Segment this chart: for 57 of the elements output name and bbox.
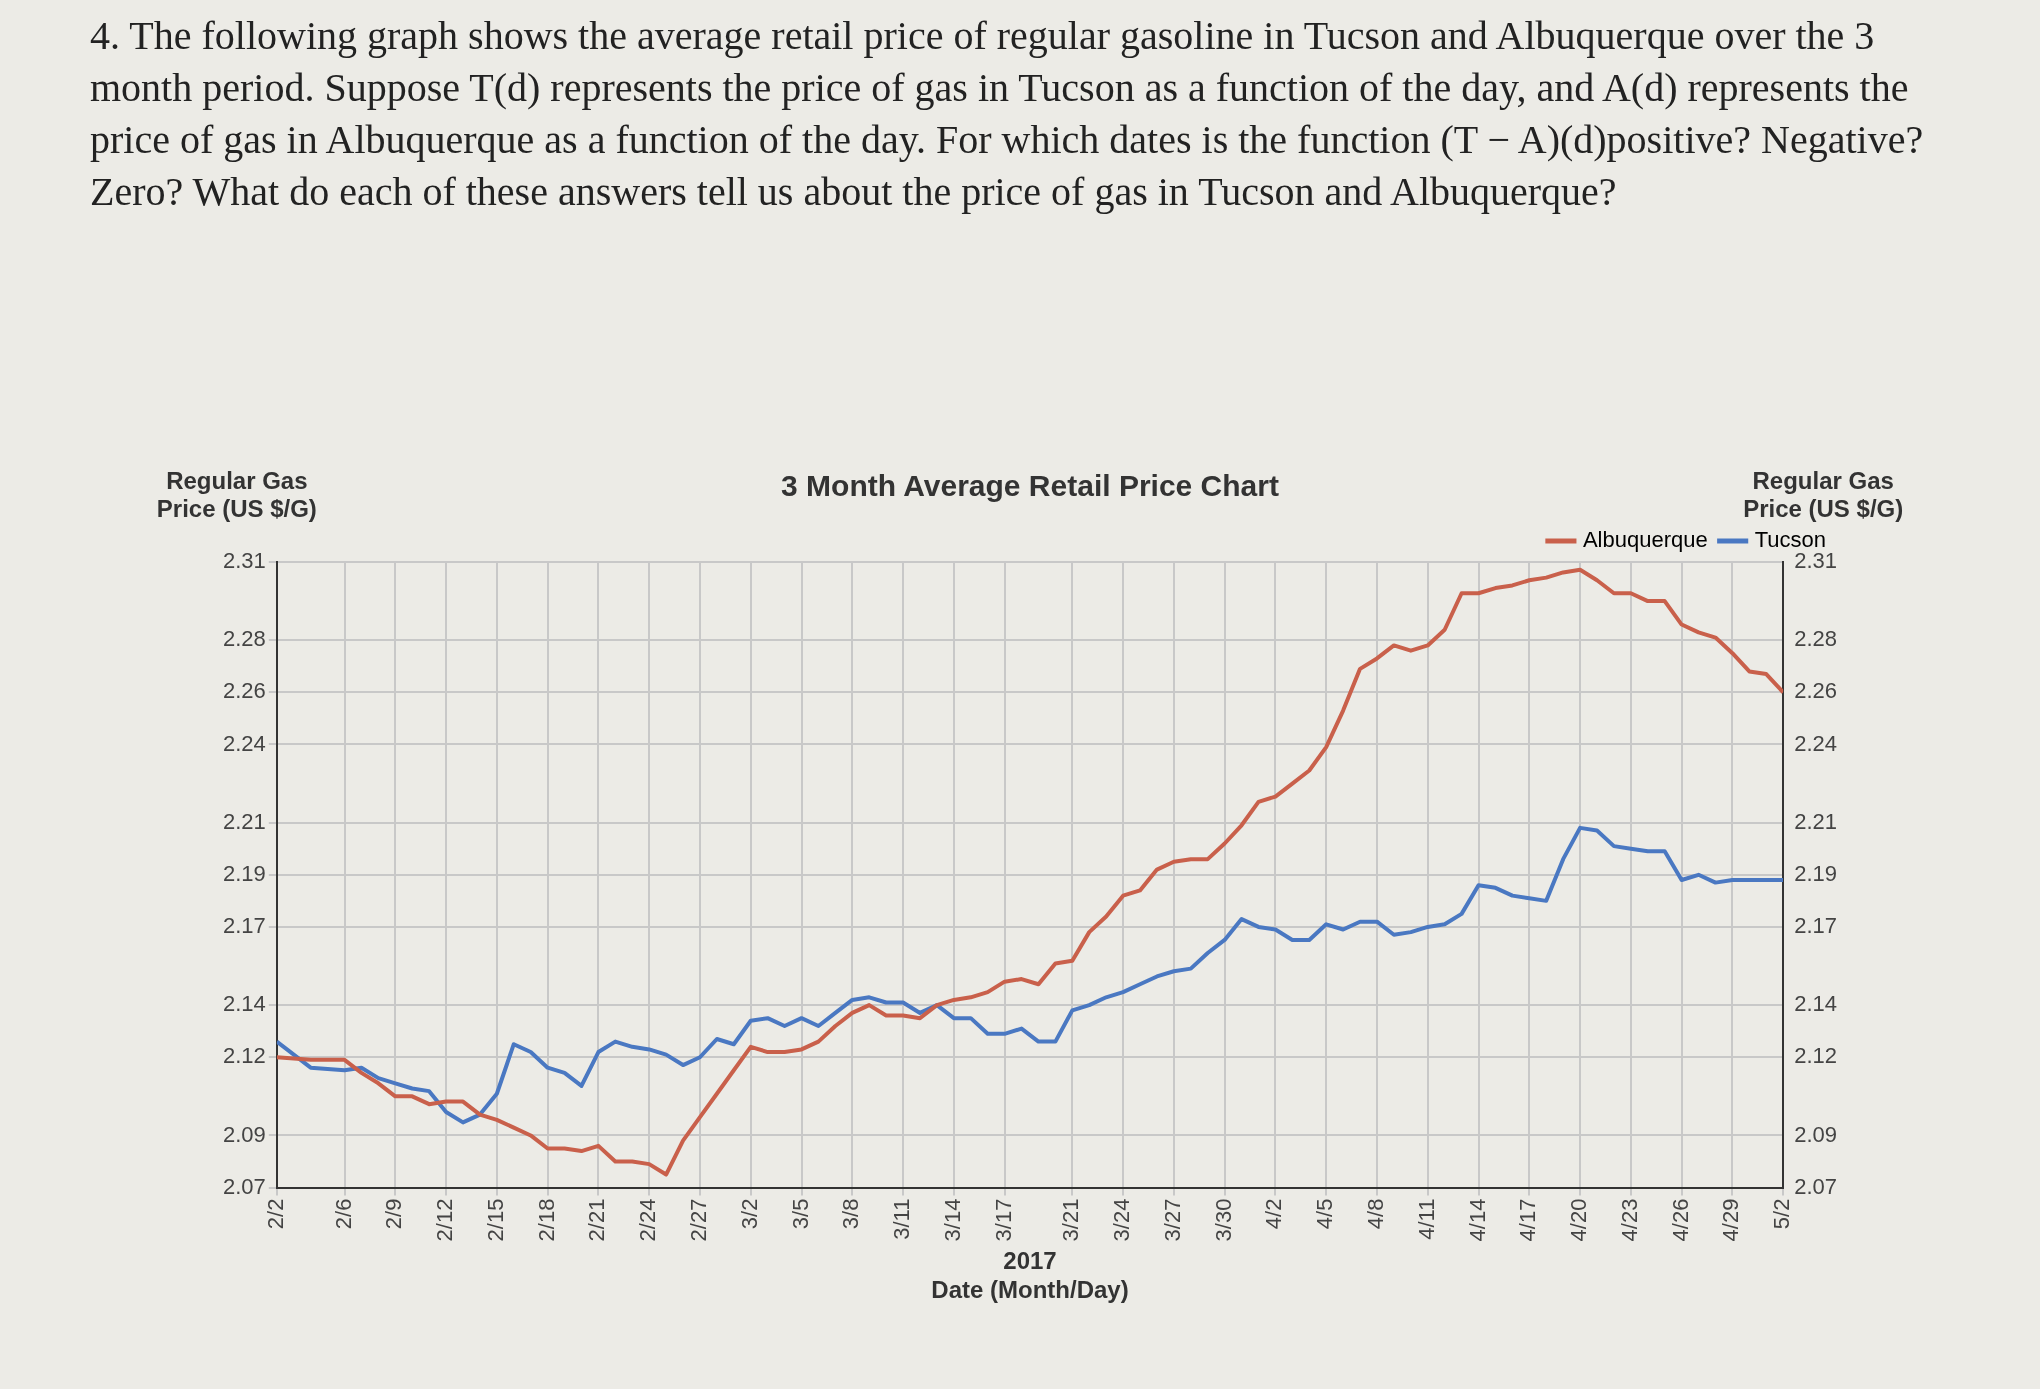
y-tick-label: 2.07 (222, 1173, 266, 1199)
y2-tick-label: 2.21 (1794, 808, 1838, 834)
x-tick-label: 3/21 (1058, 1198, 1084, 1242)
y2-tick-label: 2.09 (1794, 1121, 1838, 1147)
x-tick-label: 3/30 (1210, 1198, 1236, 1242)
y-tick-label: 2.26 (222, 678, 266, 704)
x-tick-label: 4/5 (1312, 1198, 1338, 1230)
y-tick-label: 2.09 (222, 1121, 266, 1147)
y2-tick-label: 2.24 (1794, 730, 1838, 756)
x-tick-label: 2/6 (330, 1198, 356, 1230)
x-tick-label: 4/20 (1566, 1198, 1592, 1242)
legend-label: Albuquerque (1582, 527, 1708, 553)
x-tick-label: 4/23 (1616, 1198, 1642, 1242)
x-tick-label: 4/29 (1718, 1198, 1744, 1242)
x-axis-title: 2017 Date (Month/Day) (931, 1247, 1129, 1304)
x-tick-label: 4/8 (1363, 1198, 1389, 1230)
y2-tick-label: 2.14 (1794, 991, 1838, 1017)
x-tick-label: 3/17 (990, 1198, 1016, 1242)
x-tick-label: 4/11 (1413, 1198, 1439, 1240)
y2-tick-label: 2.28 (1794, 626, 1838, 652)
x-tick-label: 5/2 (1769, 1198, 1795, 1230)
y-tick-label: 2.14 (222, 991, 266, 1017)
y-tick-label: 2.24 (222, 730, 266, 756)
x-tick-label: 3/24 (1109, 1198, 1135, 1242)
y-tick-label: 2.28 (222, 626, 266, 652)
x-tick-label: 2/2 (262, 1198, 288, 1230)
y2-tick-label: 2.12 (1794, 1043, 1838, 1069)
y-tick-label: 2.31 (222, 548, 266, 574)
x-tick-label: 2/12 (432, 1198, 458, 1242)
x-tick-label: 2/27 (686, 1198, 712, 1242)
x-tick-label: 3/2 (736, 1198, 762, 1230)
y2-tick-label: 2.17 (1794, 912, 1838, 938)
y-tick-label: 2.21 (222, 808, 266, 834)
x-tick-label: 3/5 (787, 1198, 813, 1230)
x-tick-label: 3/14 (939, 1198, 965, 1242)
x-tick-label: 2/15 (482, 1198, 508, 1242)
y2-tick-label: 2.26 (1794, 678, 1838, 704)
x-tick-label: 2/9 (381, 1198, 407, 1230)
x-tick-label: 3/27 (1159, 1198, 1185, 1242)
y2-tick-label: 2.19 (1794, 860, 1838, 886)
x-tick-label: 4/14 (1464, 1198, 1490, 1242)
y-axis-title: Regular Gas Price (US $/G) (156, 466, 317, 522)
y-tick-label: 2.19 (222, 860, 266, 886)
y-tick-label: 2.12 (222, 1043, 266, 1069)
y2-axis-title: Regular Gas Price (US $/G) (1743, 466, 1904, 522)
y2-tick-label: 2.07 (1794, 1173, 1838, 1199)
x-tick-label: 4/26 (1667, 1198, 1693, 1242)
x-tick-label: 3/11 (889, 1198, 915, 1240)
y-tick-label: 2.17 (222, 912, 266, 938)
x-tick-label: 4/17 (1515, 1198, 1541, 1242)
x-tick-label: 2/18 (533, 1198, 559, 1242)
x-tick-label: 2/24 (635, 1198, 661, 1242)
x-tick-label: 4/2 (1261, 1198, 1287, 1230)
chart-title: 3 Month Average Retail Price Chart (781, 469, 1279, 503)
x-tick-label: 2/21 (584, 1198, 610, 1242)
text: 4. The following graph shows the average retail price of regular gasoline in Tucson and Albuquerque over the 3 month period. Suppose T(d) represents the price of gas in Tucson as a function of the day, and A(d) represents the price of gas in Albuquerque as a function of the day. For which dates is the function (T − A)(d)positive? Negative? Zero? What do each of these answers tell us about the price of gas in Tucson and Albuquerque? (90, 12, 1925, 216)
x-tick-label: 3/8 (838, 1198, 864, 1230)
